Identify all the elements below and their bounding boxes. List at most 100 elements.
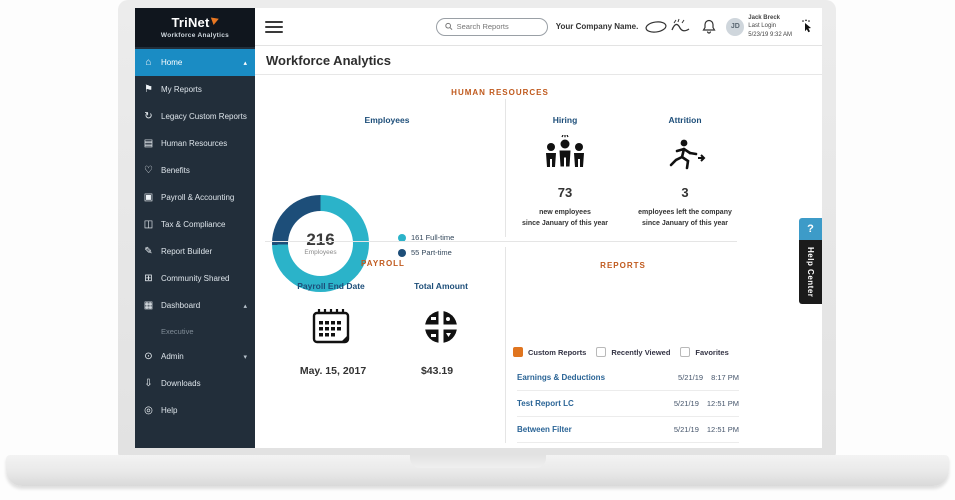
sidebar-item-label: Payroll & Accounting (161, 193, 235, 202)
attrition-value: 3 (681, 185, 689, 200)
report-date: 5/21/19 (678, 373, 704, 382)
help-center-tab[interactable]: ? Help Center (799, 218, 822, 304)
total-amount-label: Total Amount (414, 281, 468, 291)
hiring-label: Hiring (552, 115, 578, 125)
report-row[interactable]: Test Report LC 5/21/19 12:51 PM (517, 391, 739, 417)
notification-bell-icon[interactable] (702, 19, 716, 35)
laptop-base-notch (409, 455, 546, 468)
sidebar-item-payroll-accounting[interactable]: ▣ Payroll & Accounting (135, 184, 255, 211)
laptop-base (6, 455, 949, 486)
report-link[interactable]: Test Report LC (517, 399, 574, 408)
custom-reports-checkbox[interactable] (513, 347, 523, 357)
human-resources-heading: HUMAN RESOURCES (451, 88, 549, 97)
sidebar-item-benefits[interactable]: ♡ Benefits (135, 157, 255, 184)
person-icon: ⊙ (144, 351, 153, 362)
legacy-reports-icon: ↻ (144, 111, 153, 122)
filter-favorites[interactable]: Favorites (680, 347, 729, 357)
legend-part-time: 55 Part-time (398, 248, 454, 257)
last-login-label: Last Login (748, 23, 776, 30)
help-question-icon[interactable]: ? (799, 218, 822, 240)
user-name: Jack Breck (748, 15, 780, 22)
sidebar-item-label: My Reports (161, 85, 202, 94)
wallet-icon: ▣ (143, 192, 154, 203)
sidebar-logo: TriNet Workforce Analytics (135, 8, 255, 47)
favorites-checkbox[interactable] (680, 347, 691, 357)
sidebar-item-home[interactable]: ⌂ Home ▴ (135, 49, 255, 76)
report-list: Earnings & Deductions 5/21/19 8:17 PM Tes… (517, 365, 739, 448)
donut-center: 216 Employees (288, 211, 353, 276)
product-name: Workforce Analytics (160, 32, 230, 39)
employee-total: 216 (306, 230, 335, 249)
search-input[interactable] (456, 22, 539, 31)
employees-donut-chart: 216 Employees (272, 195, 369, 292)
report-link[interactable]: Earnings & Deductions (517, 373, 606, 382)
part-time-label: 55 Part-time (411, 248, 452, 257)
bottom-vertical-divider (505, 247, 506, 443)
last-login-time: 5/23/19 9:32 AM (748, 31, 792, 38)
donut-legend: 161 Full-time 55 Part-time (398, 233, 454, 263)
employees-label: Employees (364, 115, 410, 125)
reports-heading: REPORTS (600, 261, 646, 270)
calendar-icon (312, 309, 350, 344)
sidebar-item-my-reports[interactable]: ⚑ My Reports (135, 76, 255, 103)
report-row[interactable]: Between Filter 5/21/19 12:51 PM (517, 417, 739, 443)
chevron-up-icon: ▴ (243, 59, 247, 67)
coin-icon (425, 311, 457, 343)
report-date: 5/21/19 (673, 425, 699, 434)
dashboard-content: HUMAN RESOURCES Employees 216 Employees … (255, 75, 822, 448)
hr-vertical-divider (505, 99, 506, 237)
sidebar-item-label: Legacy Custom Reports (161, 112, 247, 121)
attrition-runner-icon (669, 139, 706, 170)
trinet-logo: TriNet (171, 15, 210, 30)
report-date: 5/21/19 (673, 399, 699, 408)
sidebar-item-label: Benefits (161, 166, 190, 175)
download-icon: ⇩ (144, 378, 153, 389)
payroll-heading: PAYROLL (361, 259, 405, 268)
filter-recently-viewed[interactable]: Recently Viewed (596, 347, 670, 357)
sidebar-item-legacy-custom-reports[interactable]: ↻ Legacy Custom Reports (135, 103, 255, 130)
sidebar-item-tax-compliance[interactable]: ◫ Tax & Compliance (135, 211, 255, 238)
sidebar-item-human-resources[interactable]: ▤ Human Resources (135, 130, 255, 157)
filter-label: Custom Reports (528, 347, 587, 357)
attrition-label: Attrition (668, 115, 702, 125)
cursor-pointer-icon[interactable] (800, 19, 814, 34)
help-center-label[interactable]: Help Center (799, 240, 822, 304)
flag-icon: ⚑ (144, 84, 153, 95)
user-avatar[interactable]: JD (726, 17, 745, 36)
filter-label: Favorites (695, 347, 729, 357)
hiring-people-icon (546, 135, 584, 167)
report-filters: Custom Reports Recently Viewed Favorites (513, 347, 814, 357)
sidebar-item-community-shared[interactable]: ⊞ Community Shared (135, 265, 255, 292)
company-logo (645, 18, 690, 33)
report-time: 12:51 PM (706, 399, 739, 408)
sidebar-item-label: Downloads (161, 379, 201, 388)
report-row[interactable]: Earnings & Deductions 5/21/19 8:17 PM (517, 365, 739, 391)
sidebar-item-label: Community Shared (161, 274, 230, 283)
legend-full-time: 161 Full-time (398, 233, 454, 242)
search-box[interactable] (435, 17, 548, 36)
recently-viewed-checkbox[interactable] (596, 347, 607, 357)
report-row[interactable]: Export and Delete 3/29/191:53 PM (517, 443, 739, 448)
hiring-caption: new employees since January of this year (522, 209, 608, 228)
page-title-bar: Workforce Analytics (255, 46, 822, 75)
sidebar-item-label: Tax & Compliance (161, 220, 226, 229)
sidebar-item-dashboard[interactable]: ▦ Dashboard ▴ (135, 292, 255, 319)
sidebar-item-label: Admin (161, 352, 184, 361)
sidebar-item-admin[interactable]: ⊙ Admin ▾ (135, 343, 255, 370)
filter-custom-reports[interactable]: Custom Reports (513, 347, 586, 357)
app-window: TriNet Workforce Analytics ⌂ Home ▴ ⚑ My… (135, 8, 822, 448)
sidebar-subitem-executive[interactable]: Executive (161, 326, 194, 336)
sidebar-item-downloads[interactable]: ⇩ Downloads (135, 370, 255, 397)
part-time-dot (398, 248, 406, 257)
grid-icon: ▦ (143, 300, 154, 311)
page-title: Workforce Analytics (266, 52, 391, 68)
sidebar-item-report-builder[interactable]: ✎ Report Builder (135, 238, 255, 265)
briefcase-icon: ◫ (143, 219, 154, 230)
sidebar-item-label: Report Builder (161, 247, 213, 256)
report-time: 12:51 PM (706, 425, 739, 434)
sidebar-item-help[interactable]: ◎ Help (135, 397, 255, 424)
report-link[interactable]: Between Filter (517, 425, 572, 434)
hamburger-menu-icon[interactable] (265, 18, 283, 36)
section-divider (265, 241, 737, 242)
